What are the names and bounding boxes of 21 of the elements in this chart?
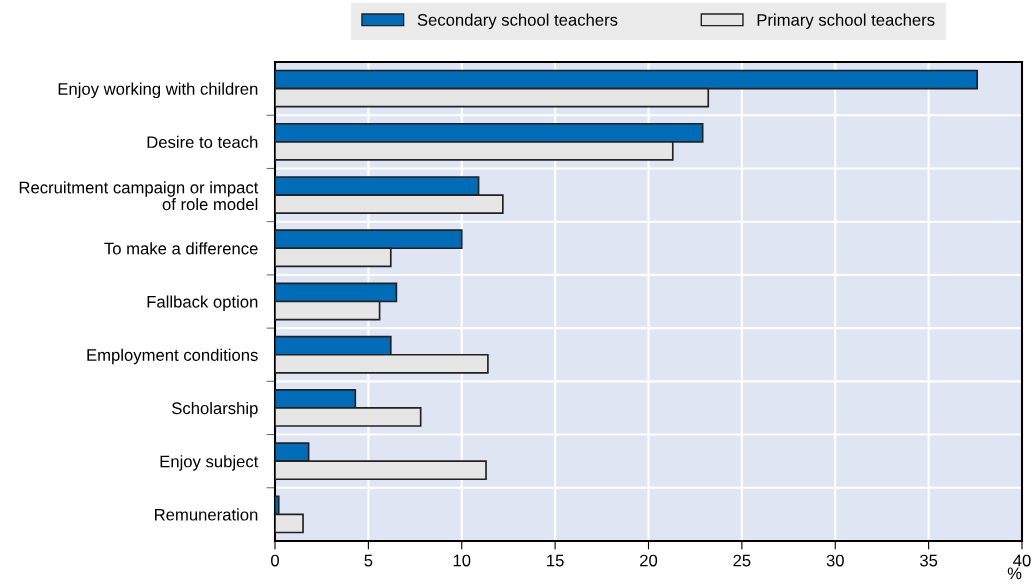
x-tick-label: 30: [826, 554, 844, 567]
x-tick-label: 10: [453, 554, 471, 567]
x-axis-title: %: [1007, 567, 1022, 580]
y-tick-label: Desire to teach: [147, 135, 258, 149]
y-tick-label: Fallback option: [147, 295, 258, 311]
y-tick-label: Scholarship: [172, 401, 258, 418]
y-tick-label: Remuneration: [155, 508, 258, 521]
x-tick-label: 35: [919, 554, 938, 567]
x-tick-label: 15: [547, 554, 564, 567]
y-tick-label: To make a difference: [104, 242, 258, 255]
y-tick-label: Recruitment campaign or impact of role model: [19, 181, 259, 211]
y-tick-label: Employment conditions: [87, 348, 258, 365]
x-tick-label: 25: [733, 554, 751, 567]
x-tick-label: 0: [271, 554, 279, 567]
y-tick-label: Enjoy subject: [160, 455, 259, 471]
legend-label: Primary school teachers: [757, 13, 935, 30]
legend-label: Secondary school teachers: [417, 13, 618, 30]
x-tick-label: 20: [640, 554, 658, 567]
x-tick-label: 40: [1013, 554, 1031, 567]
x-tick-label: 5: [364, 554, 373, 567]
y-tick-label: Enjoy working with children: [58, 82, 258, 99]
